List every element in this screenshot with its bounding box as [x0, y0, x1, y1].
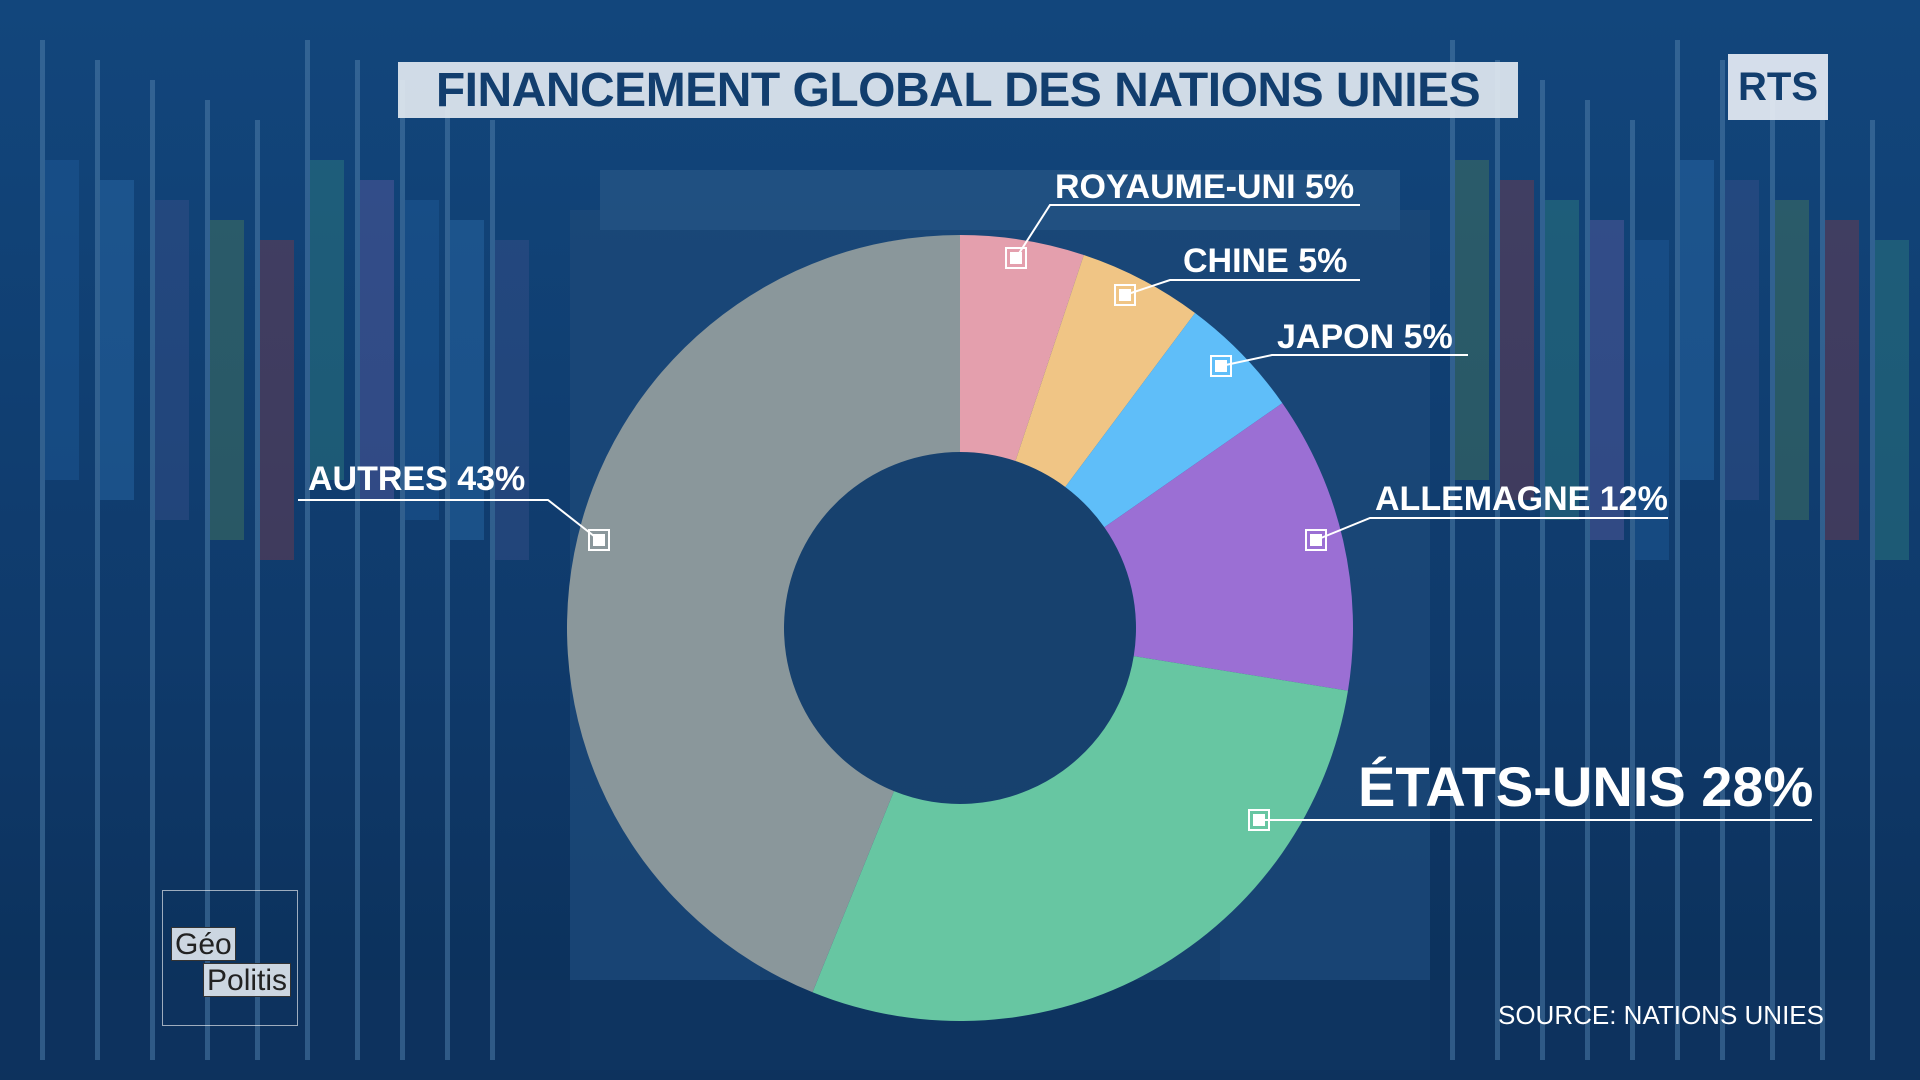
- flag: [155, 200, 189, 520]
- label-connector: [1124, 279, 1360, 296]
- flag: [100, 180, 134, 500]
- flag: [1455, 160, 1489, 480]
- label-connector: [1315, 517, 1668, 541]
- logo-row-1: Géo: [171, 927, 236, 961]
- flag: [1825, 220, 1859, 540]
- logo-word-politis: Politis: [203, 963, 292, 997]
- flag: [310, 160, 344, 480]
- flag-pole: [1770, 80, 1775, 1060]
- flag-pole: [355, 60, 360, 1060]
- donut-slice-allemagne: [1104, 403, 1353, 691]
- flag-pole: [1720, 60, 1725, 1060]
- flag: [360, 180, 394, 500]
- flag: [260, 240, 294, 560]
- logo-word-geo: Géo: [171, 927, 236, 961]
- flag-pole: [1675, 40, 1680, 1060]
- slice-label-chine: CHINE 5%: [1183, 242, 1347, 280]
- label-marker-dot: [1310, 534, 1322, 546]
- donut-slice-autres: [567, 235, 960, 993]
- flag-pole: [1630, 120, 1635, 1060]
- slice-label-japon: JAPON 5%: [1277, 318, 1453, 356]
- flag-pole: [305, 40, 310, 1060]
- flag-pole: [1870, 120, 1875, 1060]
- flag-pole: [255, 120, 260, 1060]
- label-marker: [1210, 355, 1232, 377]
- donut-slice-chine: [1015, 255, 1196, 487]
- flag: [1590, 220, 1624, 540]
- label-connector: [1220, 354, 1468, 367]
- slice-label-royaume-uni: ROYAUME-UNI 5%: [1055, 168, 1354, 206]
- flag-pole: [1540, 80, 1545, 1060]
- geopolitis-logo: Géo Politis: [162, 890, 298, 1026]
- flag-pole: [150, 80, 155, 1060]
- label-marker: [588, 529, 610, 551]
- slice-label-allemagne: ALLEMAGNE 12%: [1375, 480, 1668, 518]
- flag-pole: [1585, 100, 1590, 1060]
- flag: [1775, 200, 1809, 520]
- flag: [1545, 200, 1579, 520]
- label-marker-dot: [1253, 814, 1265, 826]
- label-marker-dot: [1215, 360, 1227, 372]
- flag-pole: [40, 40, 45, 1060]
- rts-logo: RTS: [1728, 54, 1828, 120]
- flag-pole: [95, 60, 100, 1060]
- flag-pole: [490, 120, 495, 1060]
- flag: [1635, 240, 1669, 560]
- source-note: SOURCE: NATIONS UNIES: [1497, 1000, 1824, 1030]
- label-marker: [1114, 284, 1136, 306]
- label-marker: [1005, 247, 1027, 269]
- chart-title: FINANCEMENT GLOBAL DES NATIONS UNIES: [435, 63, 1481, 117]
- rts-logo-text: RTS: [1738, 64, 1818, 109]
- slice-label-autres: AUTRES 43%: [308, 460, 525, 498]
- flag-pole: [205, 100, 210, 1060]
- donut-slice-japon: [1065, 313, 1283, 528]
- logo-row-2: Politis: [203, 963, 292, 997]
- donut-slice--tats-unis: [812, 656, 1348, 1021]
- flag: [45, 160, 79, 480]
- donut-slice-royaume-uni: [960, 235, 1084, 461]
- label-marker-dot: [593, 534, 605, 546]
- flag-pole: [445, 100, 450, 1060]
- label-connector: [298, 499, 600, 541]
- flag: [210, 220, 244, 540]
- flag: [1875, 240, 1909, 560]
- donut-labels: ROYAUME-UNI 5% CHINE 5% JAPON 5% ALLEMAGNE …: [298, 168, 1813, 831]
- flag: [1725, 180, 1759, 500]
- donut-slices: [567, 235, 1353, 1021]
- title-banner: FINANCEMENT GLOBAL DES NATIONS UNIES: [398, 62, 1518, 118]
- label-marker: [1248, 809, 1270, 831]
- flag: [405, 200, 439, 520]
- label-marker: [1305, 529, 1327, 551]
- label-connector: [1015, 204, 1360, 259]
- slice-label--tats-unis: ÉTATS-UNIS 28%: [1358, 755, 1813, 818]
- flag: [495, 240, 529, 560]
- flag: [1680, 160, 1714, 480]
- flag-pole: [1450, 40, 1455, 1060]
- label-marker-dot: [1010, 252, 1022, 264]
- flag-pole: [1820, 100, 1825, 1060]
- flag-pole: [400, 80, 405, 1060]
- flag: [1500, 180, 1534, 500]
- flag-pole: [1495, 60, 1500, 1060]
- label-marker-dot: [1119, 289, 1131, 301]
- flag: [450, 220, 484, 540]
